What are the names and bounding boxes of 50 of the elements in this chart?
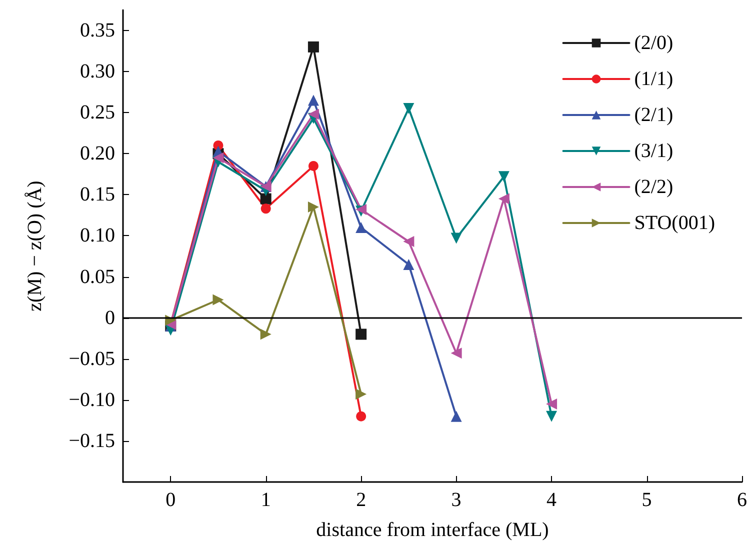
legend-label: (2/2)	[634, 176, 674, 198]
y-tick-label: 0.20	[80, 142, 115, 165]
y-tick-label: 0.05	[80, 266, 115, 288]
point	[498, 193, 510, 204]
x-tick-label: 3	[451, 489, 462, 511]
x-axis-title: distance from interface (ML)	[316, 519, 549, 541]
y-tick-label: 0.25	[80, 102, 115, 124]
point	[356, 328, 367, 340]
y-tick-label: −0.15	[68, 430, 115, 452]
point	[260, 204, 271, 214]
point	[212, 152, 224, 164]
point	[308, 202, 319, 213]
point	[308, 108, 319, 120]
y-tick-label: 0	[105, 306, 115, 329]
point	[356, 388, 367, 400]
x-tick-label: 4	[546, 489, 557, 511]
x-tick-label: 0	[166, 489, 176, 511]
point	[356, 411, 366, 422]
point	[450, 232, 462, 244]
legend-label: (2/1)	[634, 104, 674, 126]
x-tick-label: 6	[737, 489, 747, 511]
x-tick-label: 5	[642, 489, 652, 511]
point	[308, 41, 319, 52]
point	[546, 398, 558, 410]
point	[450, 410, 462, 422]
y-tick-label: 0.10	[80, 224, 115, 247]
legend-label: (2/0)	[634, 32, 674, 54]
point	[498, 171, 510, 182]
point	[308, 160, 318, 171]
point	[260, 328, 272, 340]
y-tick-label: −0.05	[68, 348, 115, 370]
point	[450, 348, 462, 359]
point	[546, 410, 558, 422]
point	[260, 193, 272, 204]
y-tick-label: 0.15	[80, 184, 115, 206]
x-tick-label: 1	[260, 489, 271, 511]
y-axis-title: z(M) − z(O) (Å)	[24, 180, 46, 312]
point	[403, 236, 414, 247]
legend-label: (3/1)	[634, 140, 674, 162]
legend-label: (1/1)	[634, 68, 674, 90]
point	[403, 258, 414, 270]
x-tick-label: 2	[356, 489, 366, 511]
point	[403, 103, 414, 114]
point	[212, 294, 224, 306]
point	[308, 94, 319, 106]
legend-label: STO(001)	[634, 212, 716, 234]
y-tick-label: −0.10	[68, 388, 115, 411]
y-tick-label: 0.35	[80, 20, 115, 42]
point	[356, 222, 367, 234]
y-tick-label: 0.30	[80, 60, 115, 83]
